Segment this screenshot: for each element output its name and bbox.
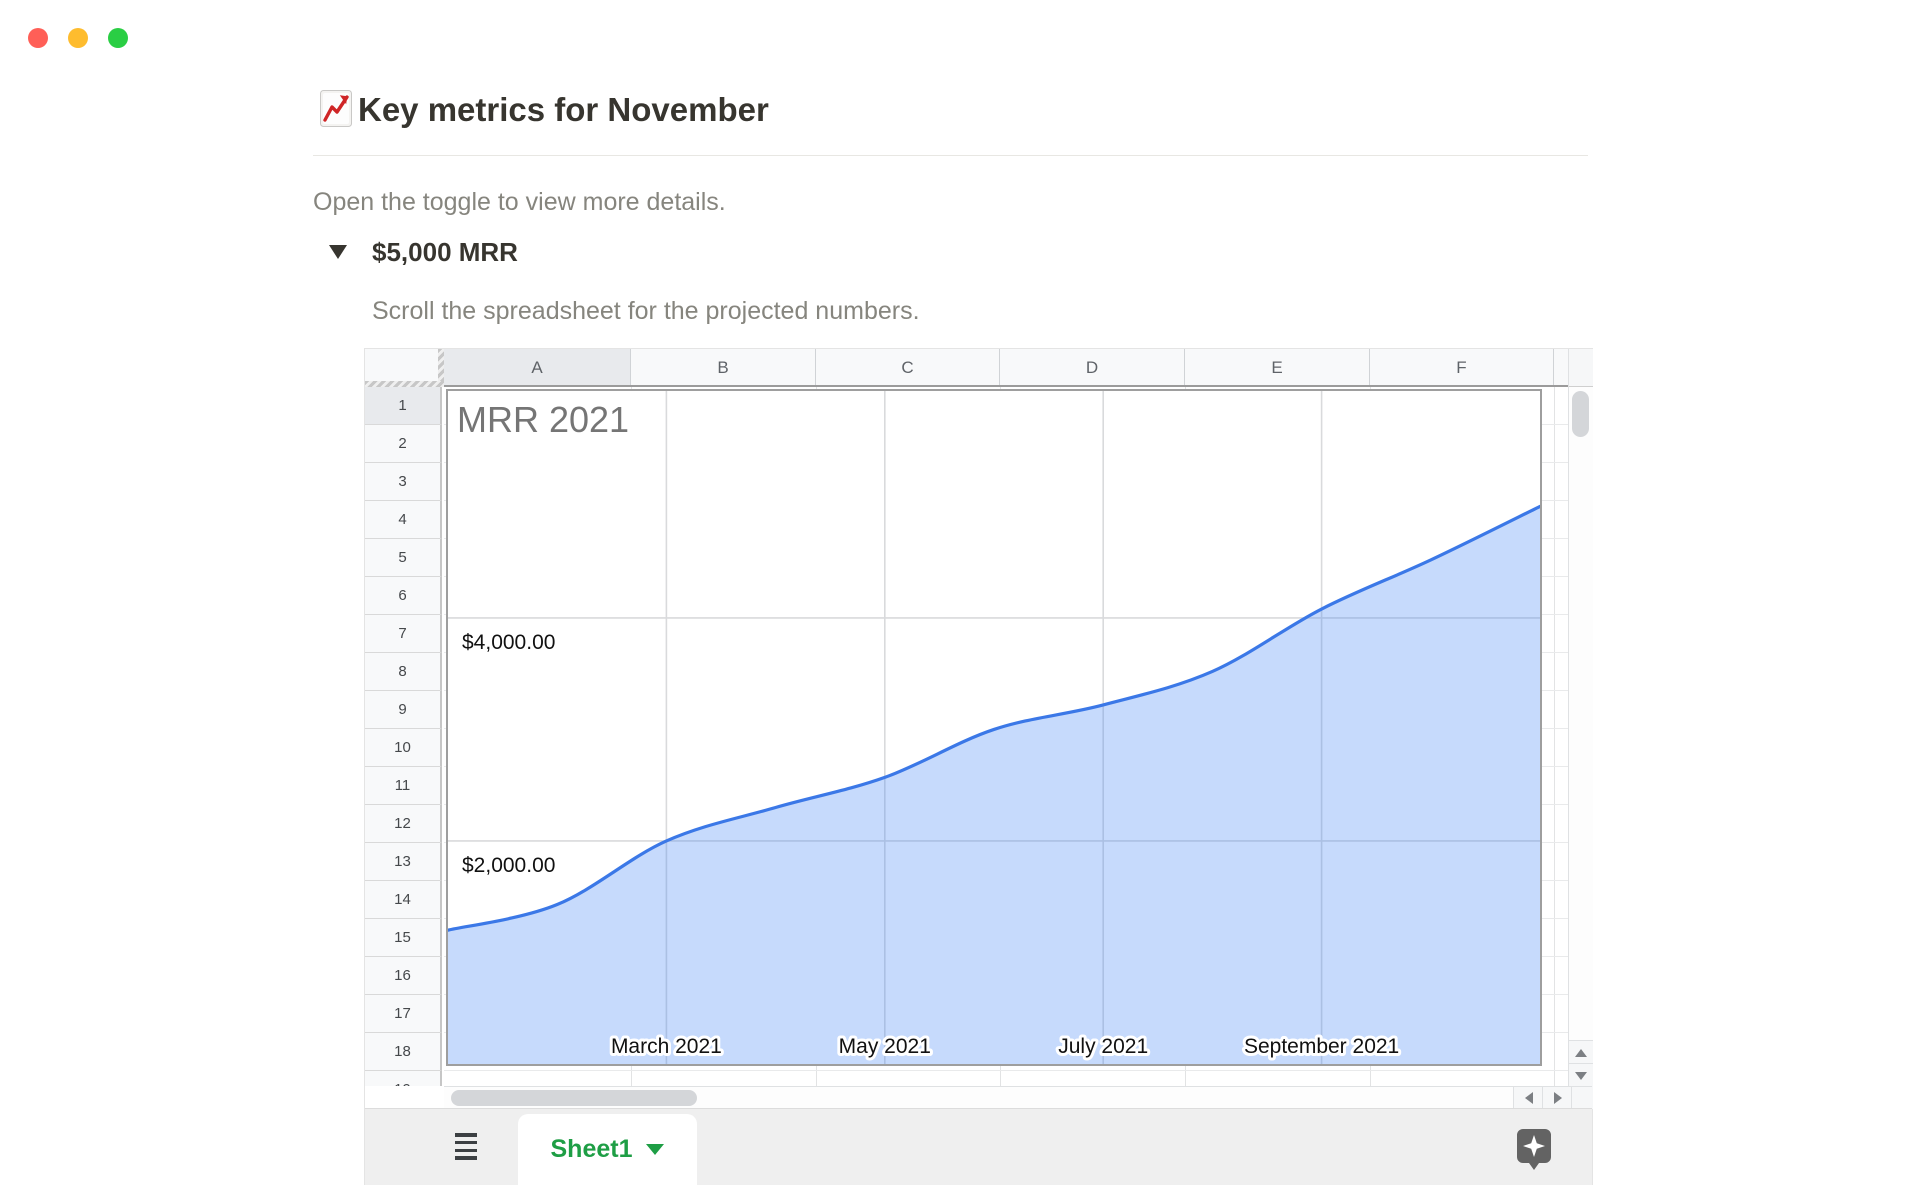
scroll-left-button[interactable] bbox=[1513, 1087, 1543, 1109]
chart-object[interactable]: MRR 2021 $2,000.00 $4,000.00 March 2021 May … bbox=[446, 389, 1542, 1066]
column-header-B[interactable]: B bbox=[631, 349, 816, 386]
page-title: Key metrics for November bbox=[358, 91, 769, 128]
sheets-list-icon[interactable] bbox=[455, 1133, 477, 1160]
sheet-tab-label: Sheet1 bbox=[550, 1135, 633, 1163]
y-axis-label: $2,000.00 bbox=[462, 854, 555, 877]
paragraph-scroll-hint: Scroll the spreadsheet for the projected… bbox=[372, 297, 920, 325]
column-header-C[interactable]: C bbox=[816, 349, 1000, 386]
toggle-label[interactable]: $5,000 MRR bbox=[372, 237, 518, 267]
column-header-F[interactable]: F bbox=[1370, 349, 1554, 386]
row-header-11[interactable]: 11 bbox=[365, 767, 442, 805]
row-header-16[interactable]: 16 bbox=[365, 957, 442, 995]
row-header-10[interactable]: 10 bbox=[365, 729, 442, 767]
grid-column-line bbox=[1554, 387, 1555, 1086]
scroll-up-button[interactable] bbox=[1569, 1040, 1593, 1064]
arrow-up-icon bbox=[1575, 1048, 1587, 1057]
tab-dropdown-icon[interactable] bbox=[646, 1144, 665, 1155]
chart-title: MRR 2021 bbox=[457, 399, 629, 440]
divider bbox=[313, 155, 1588, 156]
row-header-18[interactable]: 18 bbox=[365, 1033, 442, 1071]
chart-increasing-emoji-icon[interactable] bbox=[320, 90, 352, 127]
row-header-15[interactable]: 15 bbox=[365, 919, 442, 957]
grid-row-line bbox=[444, 1070, 1568, 1071]
x-axis-label: July 2021 bbox=[1058, 1035, 1148, 1058]
toggle-open-icon[interactable] bbox=[329, 245, 347, 259]
scrollbar-header-filler bbox=[1569, 349, 1593, 387]
row-header-19[interactable]: 19 bbox=[365, 1071, 442, 1086]
row-header-5[interactable]: 5 bbox=[365, 539, 442, 577]
row-header-4[interactable]: 4 bbox=[365, 501, 442, 539]
row-header-9[interactable]: 9 bbox=[365, 691, 442, 729]
scroll-right-button[interactable] bbox=[1542, 1087, 1572, 1109]
scroll-down-button[interactable] bbox=[1569, 1063, 1593, 1087]
row-header-14[interactable]: 14 bbox=[365, 881, 442, 919]
corner-edge bbox=[438, 349, 444, 387]
row-header-7[interactable]: 7 bbox=[365, 615, 442, 653]
x-axis-label: March 2021 bbox=[611, 1035, 722, 1058]
column-header-E[interactable]: E bbox=[1185, 349, 1370, 386]
row-header-2[interactable]: 2 bbox=[365, 425, 442, 463]
column-header-partial[interactable] bbox=[1554, 349, 1569, 386]
row-header-column: 12345678910111213141516171819 bbox=[365, 387, 444, 1086]
arrow-down-icon bbox=[1575, 1071, 1587, 1080]
window-controls bbox=[28, 28, 128, 48]
x-axis-label: May 2021 bbox=[839, 1035, 931, 1058]
row-header-6[interactable]: 6 bbox=[365, 577, 442, 615]
row-header-17[interactable]: 17 bbox=[365, 995, 442, 1033]
row-header-1[interactable]: 1 bbox=[365, 387, 442, 425]
horizontal-scrollbar-thumb[interactable] bbox=[451, 1090, 697, 1106]
window-zoom-button[interactable] bbox=[108, 28, 128, 48]
scrollbar-corner-filler bbox=[1571, 1087, 1593, 1109]
window-minimize-button[interactable] bbox=[68, 28, 88, 48]
sheet-tab[interactable]: Sheet1 bbox=[518, 1114, 697, 1185]
row-header-3[interactable]: 3 bbox=[365, 463, 442, 501]
x-axis-label: September 2021 bbox=[1244, 1035, 1399, 1058]
row-header-13[interactable]: 13 bbox=[365, 843, 442, 881]
row-header-12[interactable]: 12 bbox=[365, 805, 442, 843]
horizontal-scrollbar[interactable] bbox=[444, 1086, 1593, 1109]
mrr-area-chart: MRR 2021 $2,000.00 $4,000.00 March 2021 May … bbox=[446, 391, 1542, 1065]
header-bottom-border bbox=[444, 385, 1592, 387]
vertical-scrollbar-thumb[interactable] bbox=[1572, 391, 1589, 437]
y-axis-label: $4,000.00 bbox=[462, 631, 555, 654]
window-close-button[interactable] bbox=[28, 28, 48, 48]
corner-edge bbox=[365, 381, 444, 387]
arrow-left-icon bbox=[1524, 1092, 1533, 1104]
paragraph-open-toggle: Open the toggle to view more details. bbox=[313, 188, 726, 216]
column-header-D[interactable]: D bbox=[1000, 349, 1185, 386]
column-header-A[interactable]: A bbox=[444, 349, 631, 386]
vertical-scrollbar[interactable] bbox=[1568, 349, 1593, 1087]
arrow-right-icon bbox=[1553, 1092, 1562, 1104]
select-all-corner[interactable] bbox=[365, 349, 438, 381]
row-header-8[interactable]: 8 bbox=[365, 653, 442, 691]
explore-icon[interactable] bbox=[1517, 1129, 1551, 1170]
sheet-bottom-bar: Sheet1 bbox=[365, 1108, 1592, 1185]
